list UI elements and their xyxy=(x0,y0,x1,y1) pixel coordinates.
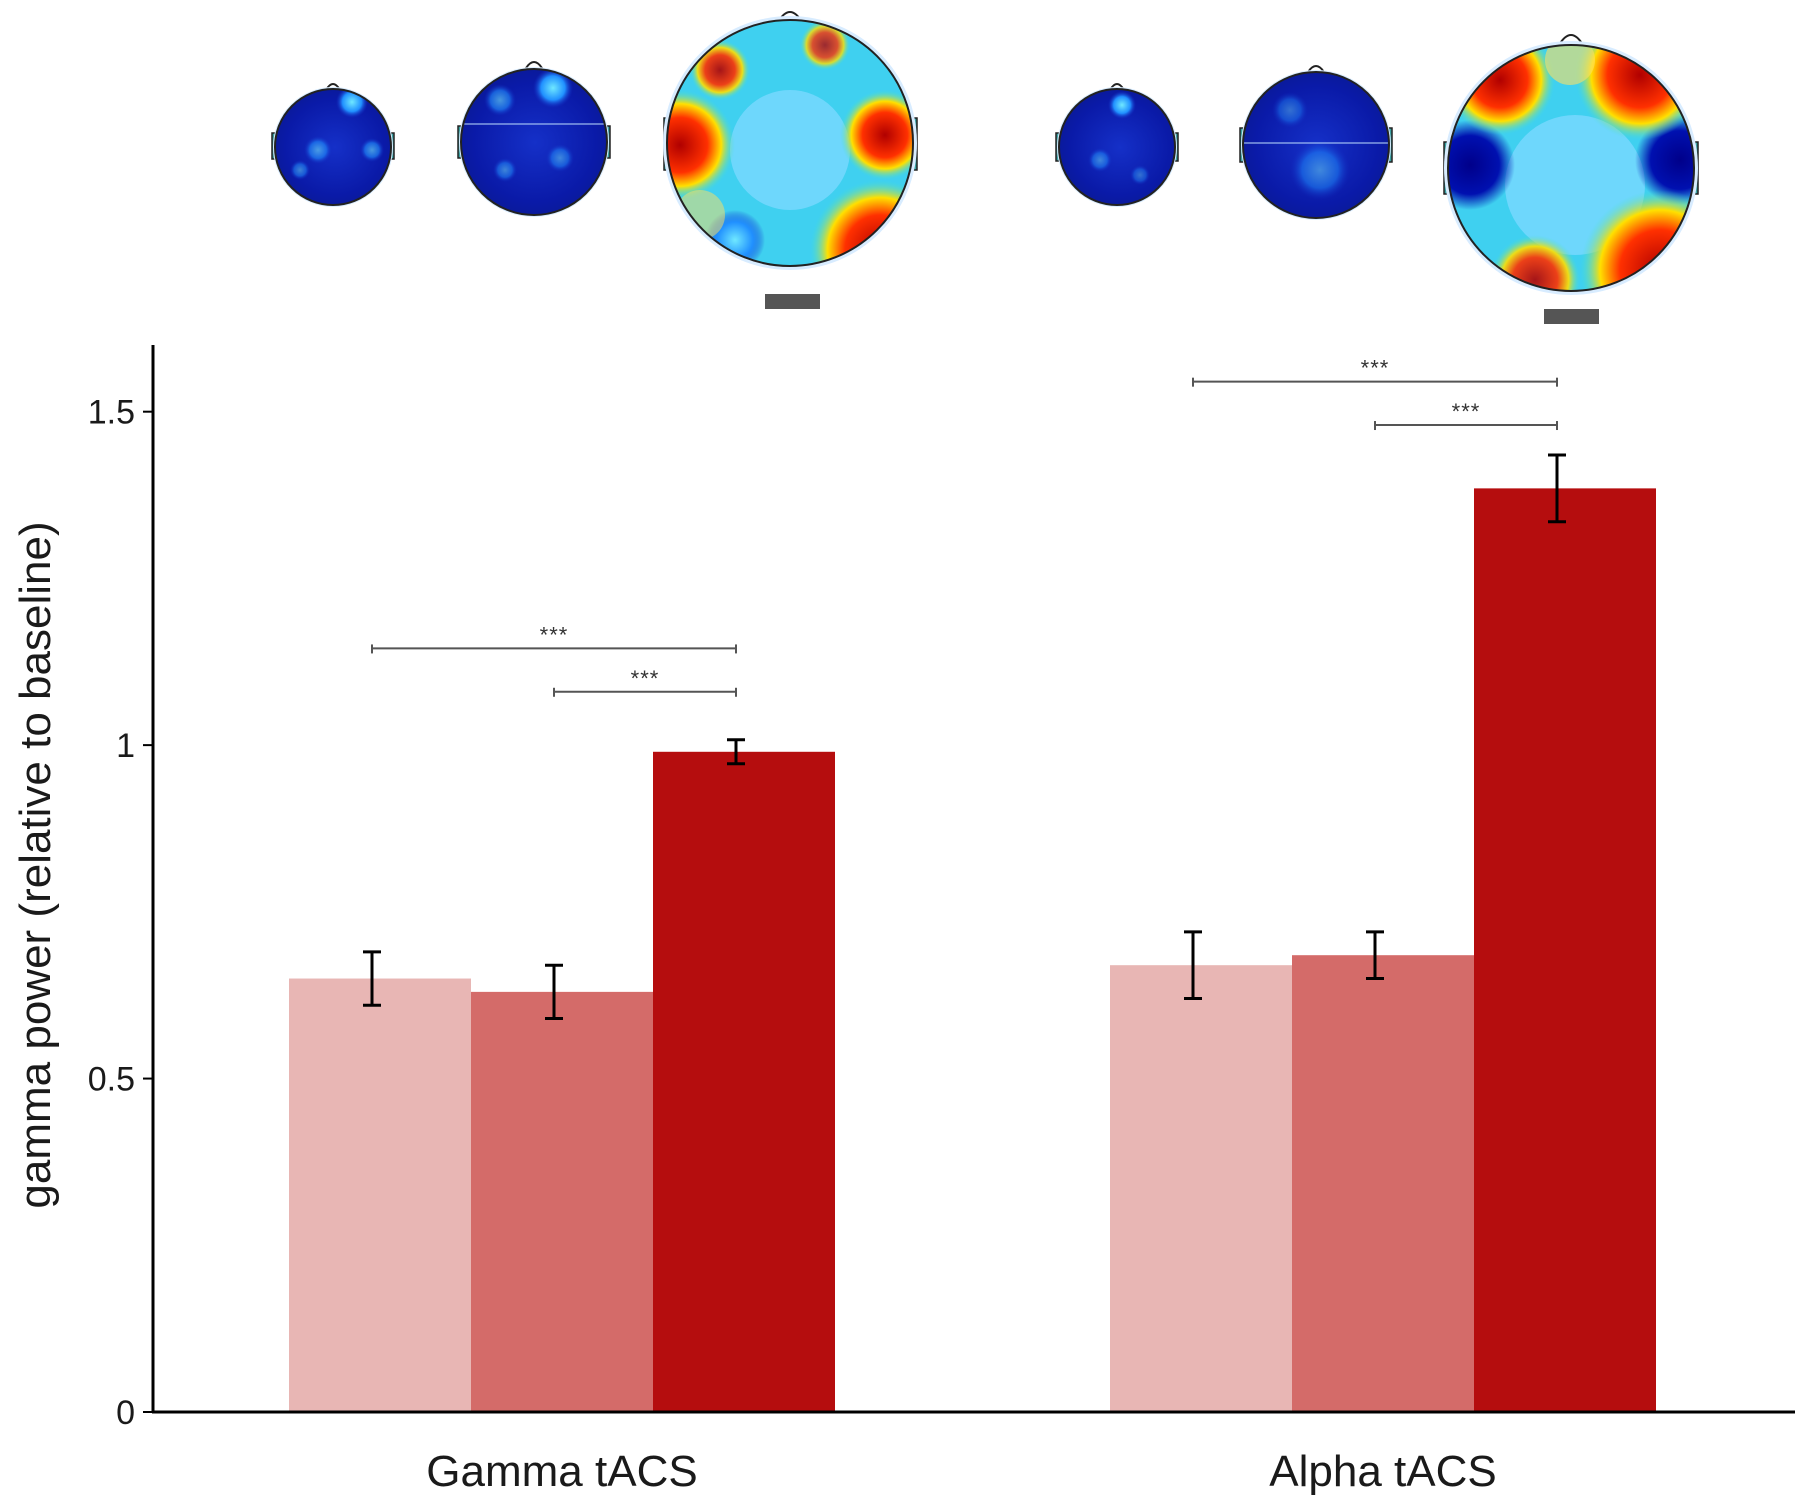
topomap-alpha-cond2 xyxy=(1239,65,1393,220)
y-axis-title: gamma power (relative to baseline) xyxy=(11,521,60,1208)
bar xyxy=(1110,965,1292,1412)
scalp-topography-map xyxy=(271,11,1699,324)
bar xyxy=(471,991,653,1412)
bar xyxy=(1474,488,1656,1412)
y-tick-label: 0 xyxy=(116,1394,135,1432)
topomap-gamma-cond2 xyxy=(457,61,611,217)
bar xyxy=(289,978,471,1412)
y-tick-label: 0.5 xyxy=(88,1061,135,1099)
significance-layer: *** *** *** *** xyxy=(371,356,1558,697)
y-tick-label: 1.5 xyxy=(88,394,135,432)
bars-layer xyxy=(289,488,1656,1412)
error-bars-layer xyxy=(363,453,1566,1021)
topomap-gamma-cond1 xyxy=(271,83,395,207)
significance-label: *** xyxy=(1361,356,1390,381)
topomap-alpha-cond1 xyxy=(1055,83,1179,207)
y-tick-label: 1 xyxy=(116,727,135,765)
topomap-alpha-cond3 xyxy=(1443,34,1699,324)
significance-label: *** xyxy=(540,622,569,647)
y-ticks: 0 0.5 1 1.5 xyxy=(88,394,153,1432)
bar xyxy=(653,751,835,1412)
significance-label: *** xyxy=(631,666,660,691)
x-category-label: Gamma tACS xyxy=(426,1447,697,1496)
x-category-labels: Gamma tACS Alpha tACS xyxy=(426,1447,1496,1496)
significance-label: *** xyxy=(1452,399,1481,424)
bar xyxy=(1292,955,1474,1412)
x-category-label: Alpha tACS xyxy=(1269,1447,1496,1496)
topomap-gamma-cond3 xyxy=(663,11,918,309)
